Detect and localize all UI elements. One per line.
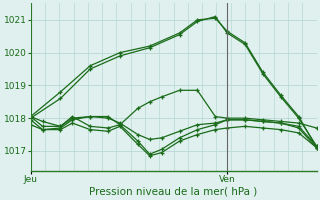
X-axis label: Pression niveau de la mer( hPa ): Pression niveau de la mer( hPa ) [90, 187, 258, 197]
